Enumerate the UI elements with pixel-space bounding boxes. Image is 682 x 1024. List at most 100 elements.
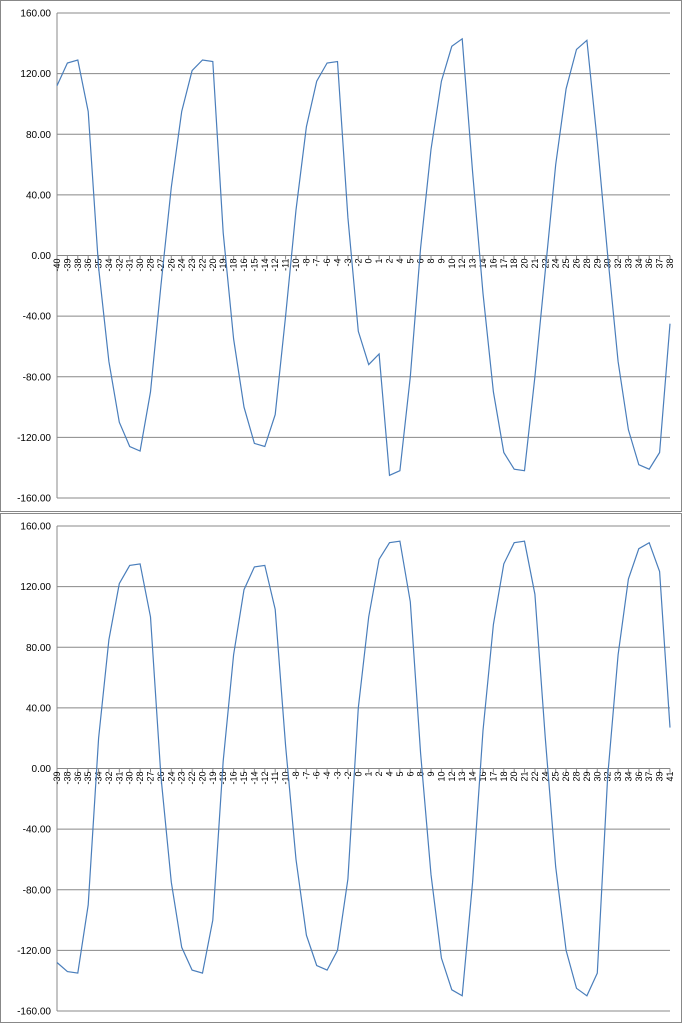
y-tick-label: -80.00	[23, 372, 52, 383]
x-tick-label: -39	[52, 772, 62, 785]
x-tick-label: 2	[384, 259, 394, 264]
x-tick-label: -6	[312, 772, 322, 780]
y-tick-label: -160.00	[17, 494, 51, 505]
x-tick-label: -8	[301, 259, 311, 267]
y-tick-label: 160.00	[20, 522, 51, 533]
data-line	[56, 540, 671, 997]
x-tick-label: -30	[135, 259, 145, 272]
x-tick-label: -22	[187, 772, 197, 785]
x-tick-label: 4	[395, 259, 405, 264]
x-tick-label: 10	[436, 772, 446, 782]
x-tick-label: -10	[281, 772, 291, 785]
y-tick-label: 0.00	[32, 251, 52, 262]
x-tick-label: 29	[592, 259, 602, 269]
x-tick-label: 25	[551, 772, 561, 782]
x-tick-label: 34	[634, 259, 644, 269]
x-tick-label: -23	[187, 259, 197, 272]
x-tick-label: 41	[665, 772, 675, 782]
x-tick-label: -16	[239, 259, 249, 272]
x-tick-label: 8	[416, 772, 426, 777]
x-tick-label: 21	[530, 259, 540, 269]
x-tick-label: -8	[291, 772, 301, 780]
y-tick-label: 160.00	[20, 9, 51, 20]
x-tick-label: 26	[561, 772, 571, 782]
x-tick-label: 6	[405, 772, 415, 777]
x-tick-label: -4	[333, 259, 343, 267]
x-tick-label: 28	[571, 772, 581, 782]
x-tick-label: 6	[416, 259, 426, 264]
y-tick-label: 120.00	[20, 69, 51, 80]
x-tick-label: 0	[353, 772, 363, 777]
x-tick-label: -35	[83, 772, 93, 785]
x-tick-label: -24	[166, 772, 176, 785]
x-tick-label: -18	[229, 259, 239, 272]
x-tick-label: 20	[520, 259, 530, 269]
x-tick-label: -20	[208, 259, 218, 272]
y-tick-label: 40.00	[26, 190, 51, 201]
x-tick-label: 38	[665, 259, 675, 269]
x-tick-label: 14	[478, 259, 488, 269]
x-tick-label: -20	[197, 772, 207, 785]
x-tick-label: -27	[146, 772, 156, 785]
x-tick-label: -11	[281, 259, 291, 271]
x-tick-label: 37	[655, 259, 665, 269]
x-tick-label: 16	[478, 772, 488, 782]
x-tick-label: -4	[322, 772, 332, 780]
x-tick-label: 33	[613, 772, 623, 782]
x-tick-label: 20	[509, 772, 519, 782]
y-tick-label: -40.00	[23, 312, 52, 323]
x-tick-label: -19	[208, 772, 218, 785]
x-tick-label: 18	[509, 259, 519, 269]
x-tick-label: 24	[540, 772, 550, 782]
x-tick-label: -36	[83, 259, 93, 272]
x-tick-label: 13	[457, 772, 467, 782]
x-tick-label: 30	[603, 259, 613, 269]
x-tick-label: 1	[374, 259, 384, 264]
x-tick-label: -14	[249, 772, 259, 785]
data-line	[56, 37, 671, 477]
y-tick-label: -80.00	[23, 885, 52, 896]
x-tick-label: 13	[468, 259, 478, 269]
x-tick-label: -40	[52, 259, 62, 272]
x-tick-label: -12	[270, 259, 280, 272]
x-tick-label: 37	[644, 772, 654, 782]
y-tick-label: 0.00	[32, 764, 52, 775]
x-tick-label: -28	[146, 259, 156, 272]
x-tick-label: -15	[239, 772, 249, 785]
x-tick-label: -32	[114, 259, 124, 272]
x-tick-label: 32	[613, 259, 623, 269]
x-tick-label: 18	[499, 772, 509, 782]
x-tick-label: 36	[644, 259, 654, 269]
x-tick-label: -12	[260, 772, 270, 785]
x-tick-label: -36	[73, 772, 83, 785]
y-tick-label: -40.00	[23, 825, 52, 836]
x-tick-label: -2	[343, 772, 353, 780]
x-tick-label: -23	[177, 772, 187, 785]
x-tick-label: 2	[374, 772, 384, 777]
x-tick-label: -28	[135, 772, 145, 785]
x-tick-label: 14	[468, 772, 478, 782]
x-tick-label: 22	[530, 772, 540, 782]
x-tick-label: 8	[426, 259, 436, 264]
x-tick-label: -34	[94, 772, 104, 785]
x-tick-label: 4	[384, 772, 394, 777]
y-tick-label: -160.00	[17, 1007, 51, 1018]
y-tick-label: 80.00	[26, 130, 51, 141]
y-tick-label: 80.00	[26, 643, 51, 654]
x-tick-label: -31	[125, 259, 135, 272]
y-tick-label: -120.00	[17, 946, 51, 957]
x-tick-label: -22	[197, 259, 207, 272]
x-tick-label: 17	[488, 772, 498, 782]
x-tick-label: 25	[561, 259, 571, 269]
x-tick-label: 12	[457, 259, 467, 269]
x-tick-label: -18	[218, 772, 228, 785]
x-tick-label: -27	[156, 259, 166, 272]
x-tick-label: -26	[166, 259, 176, 272]
x-tick-label: 17	[499, 258, 509, 268]
x-tick-label: -31	[114, 772, 124, 785]
x-tick-label: -7	[312, 259, 322, 267]
x-tick-label: 16	[488, 259, 498, 269]
x-tick-label: 21	[520, 772, 530, 782]
